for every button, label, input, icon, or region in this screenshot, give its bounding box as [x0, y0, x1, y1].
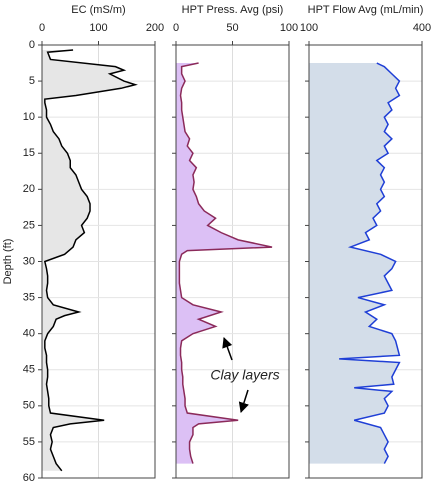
x-tick-label: 100	[280, 22, 298, 34]
area	[42, 50, 136, 471]
y-tick-label: 45	[23, 364, 35, 376]
panel-title: HPT Flow Avg (mL/min)	[308, 4, 424, 16]
y-tick-label: 50	[23, 400, 35, 412]
x-tick-label: 0	[39, 22, 45, 34]
y-tick-label: 5	[29, 75, 35, 87]
x-tick-label: 400	[413, 22, 431, 34]
y-tick-label: 15	[23, 147, 35, 159]
y-tick-label: 40	[23, 328, 35, 340]
annotation-arrow	[238, 389, 249, 414]
x-tick-label: 200	[146, 22, 164, 34]
panel-frame	[41, 44, 156, 479]
area	[176, 63, 273, 464]
panel-title: HPT Press. Avg (psi)	[182, 4, 284, 16]
line	[178, 62, 273, 464]
y-tick-label: 60	[23, 472, 35, 484]
panel-title: EC (mS/m)	[71, 4, 125, 16]
area	[309, 63, 400, 464]
y-axis-label: Depth (ft)	[2, 239, 14, 285]
y-tick-label: 30	[23, 255, 35, 267]
x-tick-label: 0	[173, 22, 179, 34]
y-tick-label: 20	[23, 183, 35, 195]
panel-frame	[308, 44, 423, 479]
x-tick-label: 100	[89, 22, 107, 34]
x-tick-label: 100	[300, 22, 318, 34]
annotation-arrow	[222, 337, 233, 361]
y-tick-label: 35	[23, 291, 35, 303]
y-tick-label: 0	[29, 39, 35, 51]
line	[339, 62, 401, 464]
annotation: Clay layers	[210, 367, 279, 383]
y-tick-label: 25	[23, 219, 35, 231]
x-tick-label: 50	[226, 22, 238, 34]
panel-frame	[175, 44, 290, 479]
y-tick-label: 55	[23, 436, 35, 448]
line	[43, 49, 138, 472]
y-tick-label: 10	[23, 111, 35, 123]
